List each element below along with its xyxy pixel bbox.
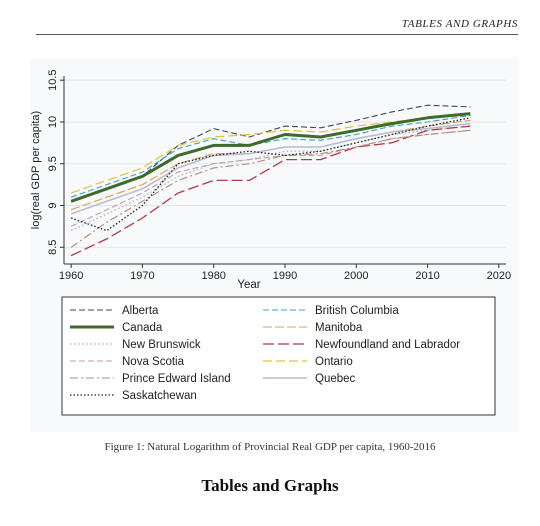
section-heading: Tables and Graphs [201, 476, 339, 495]
y-tick-label: 9.5 [47, 156, 59, 171]
series-line-new-brunswick [70, 125, 471, 232]
figure-panel: 8.5 9 9.5 10 10.5 1960 1970 1980 1990 2000 2010 20… [30, 58, 518, 432]
legend-label: Manitoba [315, 322, 363, 334]
series-line-alberta [70, 104, 471, 202]
x-tick-label: 2010 [415, 270, 439, 282]
running-head: TABLES AND GRAPHS [401, 18, 518, 30]
plot-area [52, 76, 518, 272]
series-line-canada [70, 112, 471, 203]
gridlines [64, 79, 506, 248]
legend-label: Prince Edward Island [122, 373, 231, 385]
legend-label: Canada [122, 322, 163, 334]
y-tick-label: 10.5 [47, 69, 59, 90]
legend-label: Quebec [315, 373, 356, 385]
series-line-british-columbia [70, 114, 471, 198]
legend-label: New Brunswick [122, 339, 201, 351]
series-line-newfoundland-and-labrador [70, 125, 471, 257]
legend-label: Alberta [122, 305, 159, 317]
x-tick-label: 1970 [130, 270, 154, 282]
legend-label: Nova Scotia [122, 356, 185, 368]
x-tick-label: 2020 [487, 270, 511, 282]
series-line-quebec [70, 122, 471, 215]
legend-label: British Columbia [315, 305, 399, 317]
x-tick-label: 1960 [59, 270, 83, 282]
x-ticks: 1960 1970 1980 1990 2000 2010 2020 [59, 264, 511, 282]
legend-box [61, 296, 496, 416]
y-tick-label: 8.5 [47, 240, 59, 255]
x-tick-label: 1980 [201, 270, 225, 282]
legend-label: Saskatchewan [122, 390, 197, 402]
legend: Alberta British Columbia Canada Manitoba New… [70, 305, 460, 402]
series-line-nova-scotia [70, 129, 471, 227]
x-tick-label: 2000 [344, 270, 368, 282]
y-tick-label: 10 [47, 116, 59, 128]
series-line-saskatchewan [70, 117, 471, 232]
line-chart: 8.5 9 9.5 10 10.5 1960 1970 1980 1990 2000 2010 20… [30, 69, 518, 416]
figure-caption: Figure 1: Natural Logarithm of Provincia… [104, 441, 436, 453]
legend-label: Ontario [315, 356, 353, 368]
y-ticks: 8.5 9 9.5 10 10.5 [47, 69, 64, 255]
legend-label: Newfoundland and Labrador [315, 339, 460, 351]
y-axis-label: log(real GDP per capita) [30, 111, 42, 229]
y-tick-label: 9 [47, 202, 59, 208]
series-lines [70, 104, 471, 257]
x-tick-label: 1990 [273, 270, 297, 282]
header-rule [36, 34, 518, 35]
x-axis-label: Year [237, 279, 260, 291]
